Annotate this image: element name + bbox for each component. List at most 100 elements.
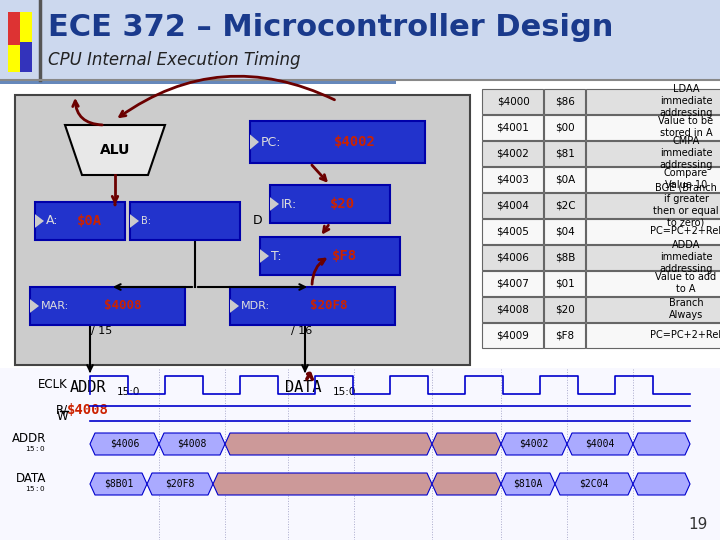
FancyBboxPatch shape [15,95,470,365]
FancyBboxPatch shape [250,121,425,163]
Polygon shape [225,433,432,455]
Text: CPU Internal Execution Timing: CPU Internal Execution Timing [48,51,300,69]
Text: ALU: ALU [100,143,130,157]
Text: 15:0: 15:0 [333,387,356,397]
Text: $86: $86 [555,96,575,106]
Text: LDAA immediate addressing: LDAA immediate addressing [660,84,713,118]
Text: $4004: $4004 [585,439,615,449]
Text: $4001: $4001 [497,122,529,132]
Text: A:: A: [46,214,58,227]
Text: IR:: IR: [281,198,297,211]
Text: ECE 372 – Microcontroller Design: ECE 372 – Microcontroller Design [48,14,613,43]
FancyBboxPatch shape [544,323,585,348]
FancyBboxPatch shape [260,237,400,275]
Text: Branch Always: Branch Always [669,298,703,320]
Text: $4008: $4008 [104,300,142,313]
FancyBboxPatch shape [586,245,720,270]
FancyBboxPatch shape [482,245,543,270]
Text: CMPA immediate addressing: CMPA immediate addressing [660,137,713,170]
Text: $4008: $4008 [177,439,207,449]
Text: T:: T: [271,249,282,262]
Text: ADDR: ADDR [70,380,107,395]
Text: $_{15:0}$: $_{15:0}$ [25,444,46,454]
Text: $F8: $F8 [555,330,575,340]
Text: ∕ 15: ∕ 15 [91,326,112,336]
Text: $20: $20 [555,304,575,314]
Text: ∕ 16: ∕ 16 [292,326,312,336]
FancyBboxPatch shape [544,167,585,192]
Text: $2C04: $2C04 [580,479,608,489]
Polygon shape [90,473,147,495]
Text: MAR:: MAR: [41,301,69,311]
FancyBboxPatch shape [544,193,585,218]
Text: $4003: $4003 [497,174,529,184]
Text: ADDR: ADDR [12,433,46,446]
Polygon shape [633,433,690,455]
Text: $81: $81 [555,148,575,158]
Text: $20: $20 [330,197,354,211]
Text: DATA: DATA [284,380,321,395]
Text: $4002: $4002 [334,135,376,149]
FancyBboxPatch shape [544,297,585,322]
FancyBboxPatch shape [0,80,396,84]
Text: $00: $00 [555,122,575,132]
FancyBboxPatch shape [544,219,585,244]
FancyBboxPatch shape [8,12,20,45]
FancyBboxPatch shape [482,219,543,244]
Text: Compare Value 10: Compare Value 10 [664,168,708,190]
FancyBboxPatch shape [0,368,720,540]
Polygon shape [567,433,633,455]
Text: ECLK: ECLK [38,379,68,392]
Polygon shape [633,473,690,495]
FancyBboxPatch shape [482,141,543,166]
Text: PC=PC+2+Rel: PC=PC+2+Rel [650,226,720,236]
FancyBboxPatch shape [586,297,720,322]
Text: $4006: $4006 [110,439,139,449]
Polygon shape [65,125,165,175]
FancyBboxPatch shape [482,115,543,140]
Text: $2C: $2C [554,200,575,210]
Text: W: W [56,410,68,423]
FancyBboxPatch shape [20,42,32,72]
FancyBboxPatch shape [544,141,585,166]
Polygon shape [230,299,239,313]
Text: PC=PC+2+Rel: PC=PC+2+Rel [650,330,720,340]
Text: $01: $01 [555,278,575,288]
FancyBboxPatch shape [586,271,720,296]
Text: $4008: $4008 [497,304,529,314]
FancyBboxPatch shape [8,12,32,72]
Polygon shape [250,134,259,150]
FancyBboxPatch shape [482,271,543,296]
Text: $8B: $8B [555,252,575,262]
Text: $4005: $4005 [497,226,529,236]
Polygon shape [213,473,432,495]
Text: 19: 19 [688,517,708,532]
Polygon shape [432,473,501,495]
FancyBboxPatch shape [482,297,543,322]
FancyBboxPatch shape [586,193,720,218]
Polygon shape [30,299,39,313]
Text: D: D [253,214,263,227]
Text: $F8: $F8 [331,249,356,263]
Polygon shape [90,433,159,455]
Text: PC:: PC: [261,136,282,148]
Text: $4002: $4002 [497,148,529,158]
FancyBboxPatch shape [586,323,720,348]
Polygon shape [270,197,279,211]
FancyBboxPatch shape [544,89,585,114]
Text: Value to add to A: Value to add to A [655,272,716,294]
Text: $_{15:0}$: $_{15:0}$ [25,484,46,494]
Text: MDR:: MDR: [241,301,270,311]
Text: $04: $04 [555,226,575,236]
Text: $0A: $0A [76,214,102,228]
Text: B:: B: [141,216,151,226]
Polygon shape [501,473,555,495]
Text: $0A: $0A [555,174,575,184]
Text: $4000: $4000 [497,96,529,106]
FancyBboxPatch shape [586,219,720,244]
Polygon shape [35,214,44,228]
FancyBboxPatch shape [544,115,585,140]
Text: $20F8: $20F8 [310,300,348,313]
FancyBboxPatch shape [544,271,585,296]
Text: $4009: $4009 [497,330,529,340]
